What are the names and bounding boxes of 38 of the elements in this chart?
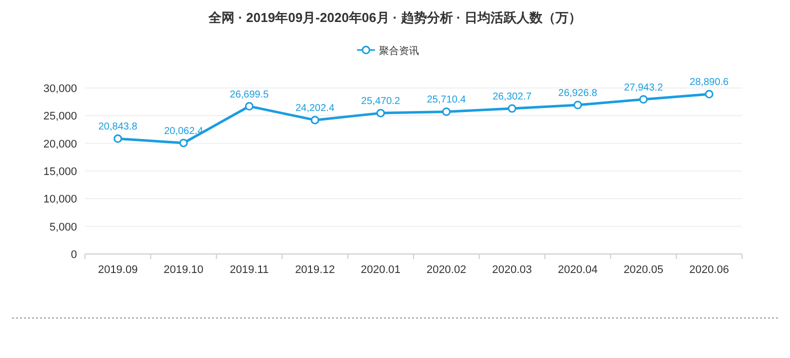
data-label: 20,843.8 (98, 122, 138, 133)
x-tick-label: 2019.09 (98, 264, 138, 276)
point (442, 107, 451, 116)
x-tick-label: 2020.01 (360, 264, 401, 276)
point (179, 138, 188, 148)
x-tick-label: 2020.02 (426, 264, 466, 276)
data-label: 24,202.4 (295, 103, 335, 114)
y-tick-label: 5,000 (49, 221, 77, 234)
data-label: 26,699.5 (230, 89, 270, 100)
y-tick-label: 15,000 (43, 166, 77, 178)
point (704, 90, 714, 98)
chart-title: 全网 · 2019年09月-2020年06月 · 趋势分析 · 日均活跃人数（万） (208, 10, 582, 25)
data-label: 28,890.6 (690, 77, 730, 88)
x-tick-label: 2020.05 (624, 264, 664, 276)
point (508, 104, 516, 113)
x-tick-label: 2020.06 (689, 264, 730, 276)
point (574, 100, 582, 110)
y-tick-label: 25,000 (43, 110, 77, 123)
x-tick-label: 2020.04 (558, 264, 598, 276)
x-tick-label: 2019.11 (230, 264, 269, 276)
data-label: 25,710.4 (426, 94, 466, 106)
y-tick-label: 0 (70, 249, 77, 261)
y-tick-label: 30,000 (43, 83, 77, 95)
data-label: 26,302.7 (492, 91, 532, 102)
y-tick-label: 20,000 (43, 138, 77, 150)
x-tick-label: 2020.03 (492, 264, 532, 276)
x-tick-label: 2019.12 (295, 264, 335, 276)
x-tick-label: 2019.10 (164, 264, 204, 276)
data-label: 25,470.2 (361, 96, 401, 108)
y-tick-label: 10,000 (43, 194, 77, 206)
point (245, 102, 254, 111)
point (310, 116, 320, 124)
data-label: 27,943.2 (624, 82, 664, 94)
data-label: 26,926.8 (558, 88, 598, 100)
point (376, 108, 385, 118)
legend-label: 聚合资讯 (379, 45, 419, 57)
point (114, 134, 122, 143)
point (639, 95, 648, 104)
